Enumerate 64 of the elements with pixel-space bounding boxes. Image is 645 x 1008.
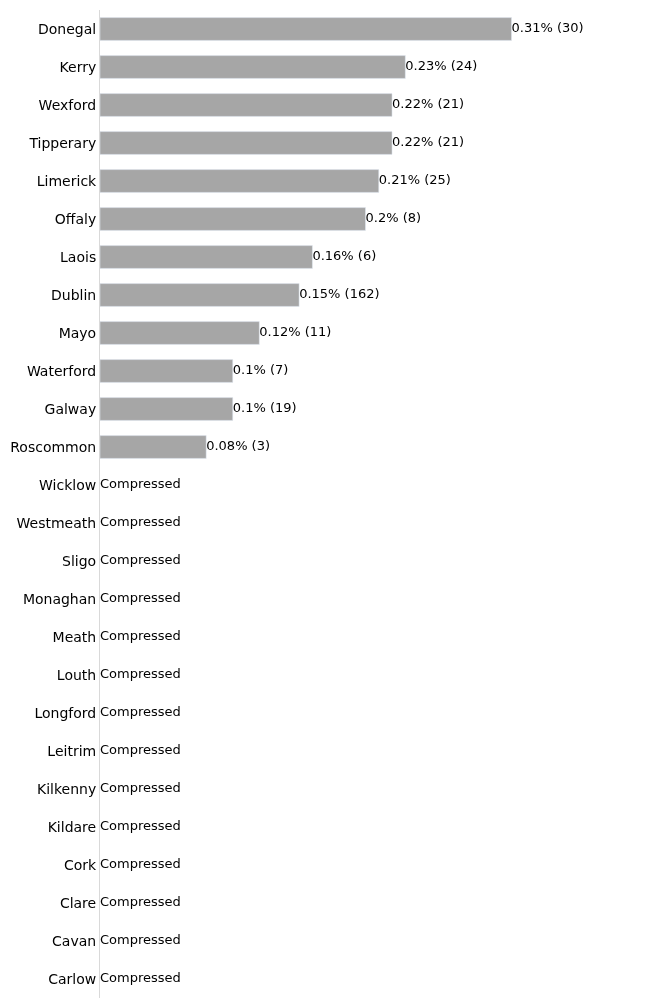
bar [100,321,260,345]
data-label: 0.23% (24) [405,58,478,74]
y-tick-label: Cavan [52,932,97,949]
data-label: 0.22% (21) [392,134,465,150]
y-tick-label: Dublin [51,286,97,303]
y-tick-label: Sligo [62,552,97,569]
y-tick-label: Longford [34,704,97,721]
bar [100,131,393,155]
bar [100,359,233,383]
y-tick-label: Clare [59,894,97,911]
y-tick-label: Donegal [38,20,97,37]
y-tick-label: Westmeath [16,514,97,531]
text: Compressed [100,514,181,530]
y-tick-label: Meath [52,628,97,645]
y-tick-label: Wicklow [39,476,97,493]
text: Compressed [100,704,181,720]
bar [100,17,512,41]
bar [100,283,300,307]
bar [100,207,366,231]
y-tick-label: Cork [63,856,98,873]
y-tick-label: Kerry [59,58,97,75]
text: Compressed [100,970,181,986]
y-tick-label: Waterford [26,362,97,379]
text: Compressed [100,666,181,682]
data-label: 0.16% (6) [312,248,377,264]
bar [100,93,393,117]
text: Compressed [100,590,181,606]
bar [100,55,406,79]
text: Compressed [100,628,181,644]
data-label: 0.2% (8) [365,210,422,226]
data-label: 0.22% (21) [392,96,465,112]
text: Compressed [100,932,181,948]
y-tick-label: Kildare [47,818,97,835]
text: Compressed [100,742,181,758]
y-tick-label: Kilkenny [36,780,97,797]
y-tick-label: Galway [44,400,97,417]
data-label: 0.15% (162) [299,286,380,302]
y-tick-label: Limerick [36,172,98,189]
data-label: 0.08% (3) [206,438,271,454]
y-tick-label: Monaghan [22,590,97,607]
bar [100,169,380,193]
y-tick-label: Laois [60,248,97,265]
y-tick-label: Leitrim [47,742,97,759]
y-tick-label: Roscommon [10,438,97,455]
y-tick-label: Carlow [48,970,97,987]
y-tick-label: Wexford [38,96,97,113]
text: Compressed [100,780,181,796]
data-label: 0.1% (7) [232,362,289,378]
bar [100,435,207,459]
data-label: 0.21% (25) [378,172,451,188]
y-tick-label: Mayo [58,324,97,341]
data-label: 0.12% (11) [259,324,332,340]
bar [100,245,313,269]
text: Compressed [100,818,181,834]
y-tick-label: Louth [56,666,97,683]
text: Compressed [100,552,181,568]
text: Compressed [100,476,181,492]
data-label: 0.31% (30) [511,20,584,36]
text: Compressed [100,856,181,872]
text: Compressed [100,894,181,910]
y-tick-label: Tipperary [28,134,97,151]
y-tick-label: Offaly [54,210,97,227]
data-label: 0.1% (19) [232,400,297,416]
bar [100,397,233,421]
